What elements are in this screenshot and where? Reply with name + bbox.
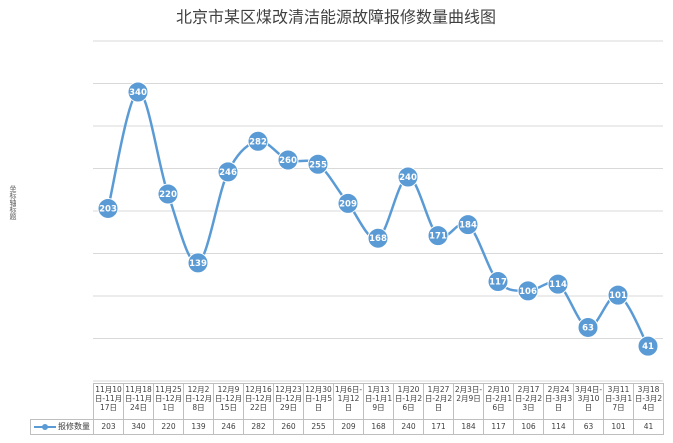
data-label: 255 — [309, 160, 327, 170]
data-label: 168 — [369, 234, 387, 244]
data-label: 63 — [582, 323, 594, 333]
x-tick-label: 11月25日-12月1日 — [153, 383, 184, 420]
data-label: 114 — [549, 280, 567, 290]
x-tick-label: 1月27日-2月2日 — [423, 383, 454, 420]
data-label: 101 — [609, 291, 627, 301]
data-label: 171 — [429, 232, 447, 242]
data-label: 117 — [489, 278, 507, 288]
table-value: 168 — [363, 419, 394, 435]
x-tick-label: 12月16日-12月22日 — [243, 383, 274, 420]
x-tick-label: 12月23日-12月29日 — [273, 383, 304, 420]
x-tick-label: 3月18日-3月24日 — [633, 383, 664, 420]
table-value: 101 — [603, 419, 634, 435]
table-value: 117 — [483, 419, 514, 435]
marker — [397, 166, 419, 188]
x-tick-label: 2月24日-3月3日 — [543, 383, 574, 420]
data-label: 106 — [519, 287, 537, 297]
x-tick-label: 12月30日-1月5日 — [303, 383, 334, 420]
data-label: 282 — [249, 137, 267, 147]
marker — [637, 335, 659, 357]
data-label: 209 — [339, 199, 357, 209]
marker — [277, 149, 299, 171]
x-tick-label: 2月3日-2月9日 — [453, 383, 484, 420]
data-label: 203 — [99, 204, 117, 214]
data-label: 340 — [129, 88, 147, 98]
x-tick-label: 1月20日-1月26日 — [393, 383, 424, 420]
table-value: 171 — [423, 419, 454, 435]
x-tick-label: 1月13日-1月19日 — [363, 383, 394, 420]
data-label: 240 — [399, 173, 417, 183]
table-value: 240 — [393, 419, 424, 435]
marker — [427, 225, 449, 247]
x-tick-label: 12月2日-12月8日 — [183, 383, 214, 420]
series-line — [106, 90, 650, 347]
table-value: 41 — [633, 419, 664, 435]
marker — [457, 214, 479, 236]
marker — [487, 271, 509, 293]
y-axis-title: 坐标轴标题 — [9, 185, 17, 220]
table-value: 114 — [543, 419, 574, 435]
x-tick-label: 1月6日-1月12日 — [333, 383, 364, 420]
data-label: 260 — [279, 156, 297, 166]
table-value: 209 — [333, 419, 364, 435]
legend-marker — [42, 424, 48, 430]
x-tick-label: 3月4日-3月10日 — [573, 383, 604, 420]
x-tick-label: 11月10日-11月17日 — [93, 383, 124, 420]
marker — [517, 280, 539, 302]
marker — [217, 161, 239, 183]
marker — [157, 183, 179, 205]
marker — [307, 153, 329, 175]
data-label: 184 — [459, 221, 477, 231]
table-value: 246 — [213, 419, 244, 435]
table-value: 184 — [453, 419, 484, 435]
data-label: 246 — [219, 168, 237, 178]
table-value: 139 — [183, 419, 214, 435]
marker — [247, 130, 269, 152]
table-value: 255 — [303, 419, 334, 435]
table-value: 340 — [123, 419, 154, 435]
marker — [337, 192, 359, 214]
x-tick-label: 2月10日-2月16日 — [483, 383, 514, 420]
table-value: 282 — [243, 419, 274, 435]
x-tick-label: 3月11日-3月17日 — [603, 383, 634, 420]
marker — [547, 273, 569, 295]
x-tick-label: 2月17日-2月23日 — [513, 383, 544, 420]
marker — [577, 316, 599, 338]
table-value: 260 — [273, 419, 304, 435]
legend-entry: 报修数量 — [30, 419, 94, 435]
marker — [187, 252, 209, 274]
data-label: 220 — [159, 190, 177, 200]
table-value: 220 — [153, 419, 184, 435]
table-value: 203 — [93, 419, 124, 435]
x-tick-label: 12月9日-12月15日 — [213, 383, 244, 420]
marker — [97, 197, 119, 219]
x-tick-label: 11月18日-11月24日 — [123, 383, 154, 420]
marker — [367, 227, 389, 249]
table-value: 63 — [573, 419, 604, 435]
marker — [607, 284, 629, 306]
table-value: 106 — [513, 419, 544, 435]
marker — [127, 81, 149, 103]
data-label: 41 — [642, 342, 654, 352]
data-label: 139 — [189, 259, 207, 269]
chart-title: 北京市某区煤改清洁能源故障报修数量曲线图 — [176, 8, 496, 27]
